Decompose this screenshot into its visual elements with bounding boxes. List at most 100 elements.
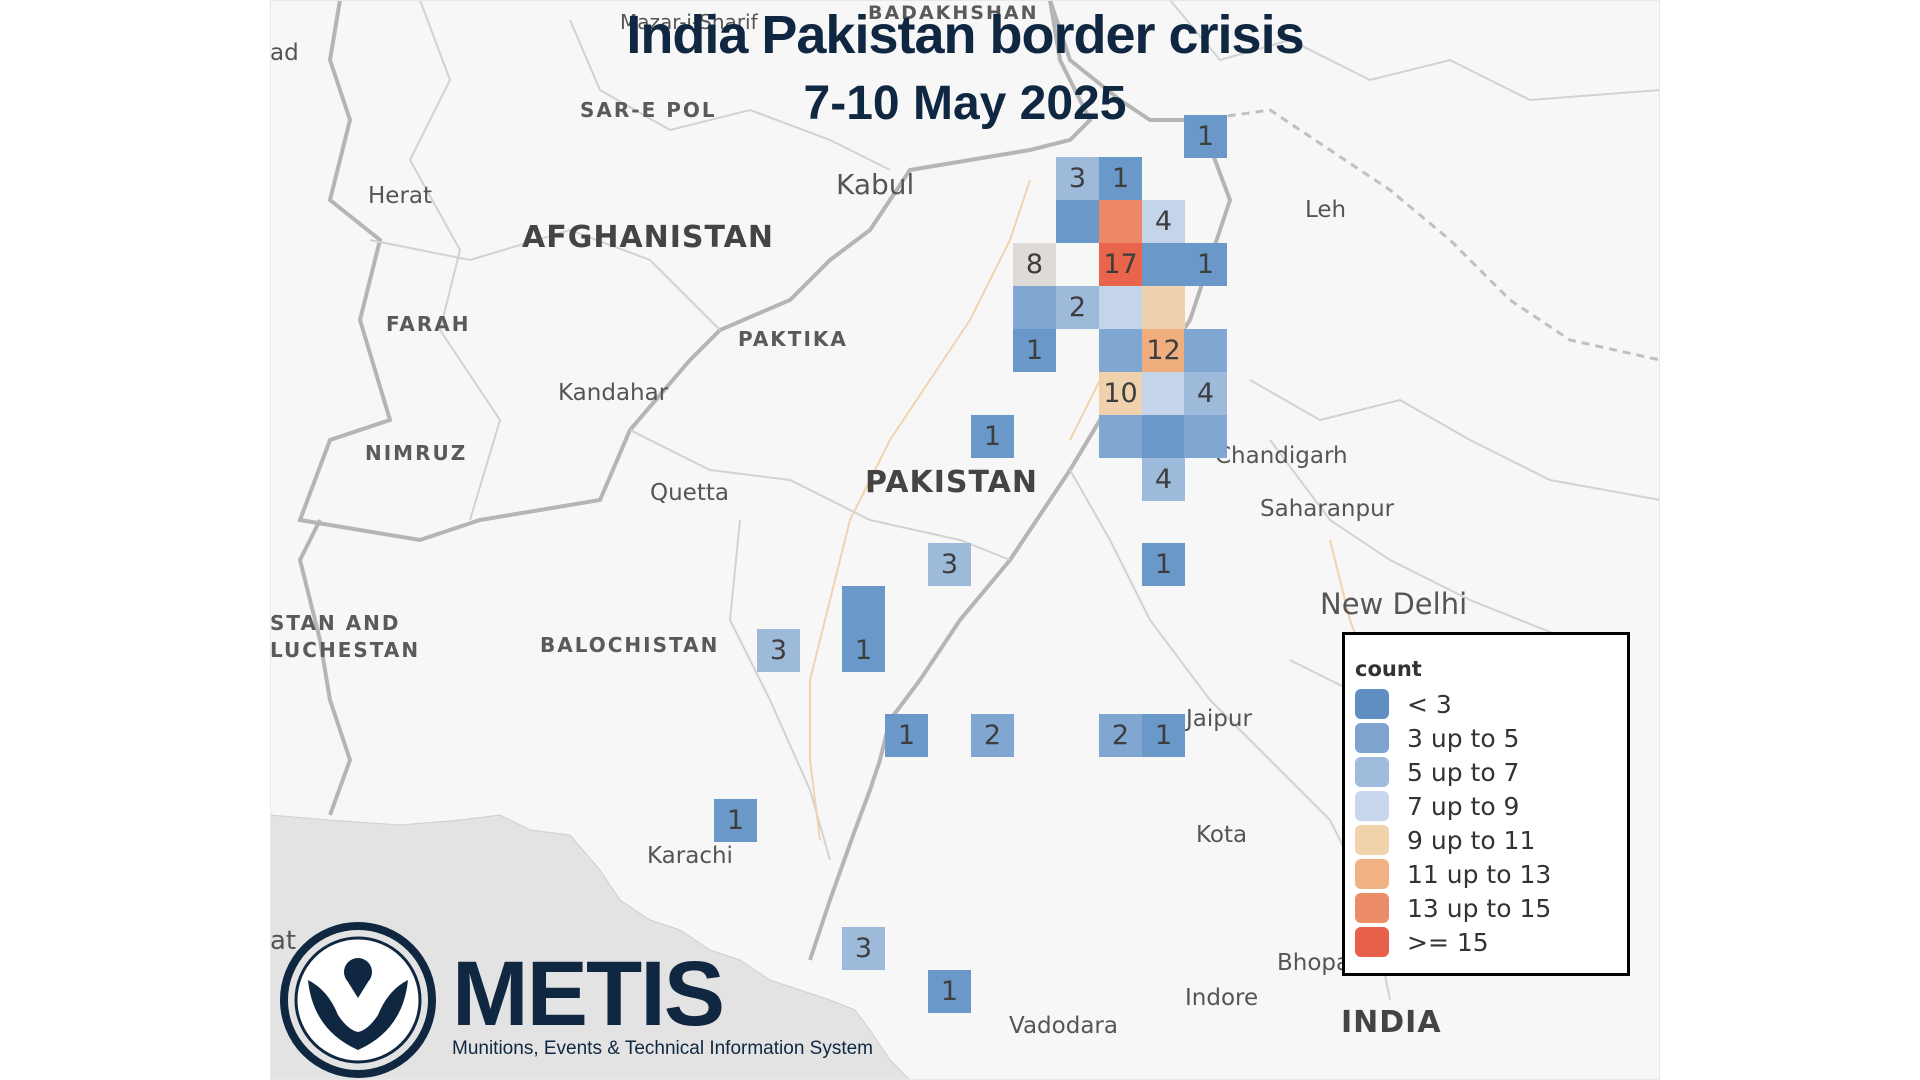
place-herat: Herat <box>368 183 433 209</box>
place-kandahar: Kandahar <box>558 380 669 406</box>
china-border <box>1199 108 1660 362</box>
grid-cell[interactable]: 12 <box>1142 329 1185 372</box>
grid-cell[interactable]: 10 <box>1099 372 1142 415</box>
legend-label: 5 up to 7 <box>1407 757 1520 787</box>
region-badakhshan: BADAKHSHAN <box>868 2 1039 24</box>
place-at: at <box>270 926 297 956</box>
place-vadodara: Vadodara <box>1009 1013 1118 1039</box>
grid-cell[interactable]: 3 <box>1056 157 1099 200</box>
iran-border <box>297 519 353 816</box>
country-pakistan: PAKISTAN <box>865 465 1038 500</box>
grid-cell[interactable]: 1 <box>885 714 928 757</box>
metis-tagline: Munitions, Events & Technical Informatio… <box>452 1038 874 1059</box>
legend-label: >= 15 <box>1407 927 1489 957</box>
region-paktika: PAKTIKA <box>738 327 848 351</box>
grid-cell[interactable]: 1 <box>1184 115 1227 158</box>
place-kota: Kota <box>1196 822 1248 848</box>
legend: count < 3 3 up to 5 5 up to 7 7 up to 9 … <box>1342 632 1630 976</box>
grid-cell[interactable]: 1 <box>928 970 971 1013</box>
legend-swatch <box>1355 791 1389 821</box>
metis-logo-icon <box>280 922 436 1078</box>
grid-cell[interactable]: 17 <box>1099 243 1142 286</box>
grid-cell[interactable]: 1 <box>1013 329 1056 372</box>
legend-item: 13 up to 15 <box>1355 891 1617 925</box>
grid-cell[interactable] <box>1056 200 1099 243</box>
region-sar-e-pol: SAR-E POL <box>580 98 717 122</box>
legend-swatch <box>1355 723 1389 753</box>
grid-cell[interactable]: 3 <box>842 927 885 970</box>
grid-cell[interactable]: 3 <box>928 543 971 586</box>
region-nimruz: NIMRUZ <box>365 441 468 465</box>
grid-cell[interactable] <box>1099 200 1142 243</box>
place-quetta: Quetta <box>650 480 729 506</box>
legend-label: 11 up to 13 <box>1407 859 1552 889</box>
legend-item: 9 up to 11 <box>1355 823 1617 857</box>
legend-swatch <box>1355 859 1389 889</box>
legend-swatch <box>1355 927 1389 957</box>
legend-item: 11 up to 13 <box>1355 857 1617 891</box>
place-leh: Leh <box>1305 197 1347 223</box>
legend-item: 5 up to 7 <box>1355 755 1617 789</box>
legend-swatch <box>1355 689 1389 719</box>
legend-item: < 3 <box>1355 687 1617 721</box>
pakistan-india-border <box>808 0 1233 961</box>
legend-label: 9 up to 11 <box>1407 825 1536 855</box>
metis-wordmark: METIS <box>452 943 725 1045</box>
legend-title: count <box>1355 657 1422 681</box>
grid-cell[interactable]: 4 <box>1184 372 1227 415</box>
map-subtitle: 7-10 May 2025 <box>803 77 1127 130</box>
place-ad: ad <box>270 40 299 66</box>
grid-cell[interactable] <box>1099 286 1142 329</box>
place-bhopa: Bhopa <box>1277 950 1351 976</box>
grid-cell[interactable] <box>1184 329 1227 372</box>
grid-cell[interactable]: 8 <box>1013 243 1056 286</box>
grid-cell[interactable]: 1 <box>1142 543 1185 586</box>
region-sistan-1: STAN AND <box>270 611 401 635</box>
grid-cell[interactable] <box>1142 415 1185 458</box>
legend-label: 3 up to 5 <box>1407 723 1520 753</box>
grid-cell[interactable] <box>1013 286 1056 329</box>
grid-cell[interactable] <box>1099 329 1142 372</box>
grid-cell[interactable]: 4 <box>1142 200 1185 243</box>
region-farah: FARAH <box>386 312 471 336</box>
legend-item: 7 up to 9 <box>1355 789 1617 823</box>
grid-cell[interactable]: 4 <box>1142 458 1185 501</box>
grid-cell[interactable]: 1 <box>1184 243 1227 286</box>
region-sistan-2: LUCHESTAN <box>270 638 421 662</box>
legend-label: 7 up to 9 <box>1407 791 1520 821</box>
grid-cell[interactable]: 1 <box>714 799 757 842</box>
place-karachi: Karachi <box>647 843 733 869</box>
grid-cell[interactable]: 2 <box>1099 714 1142 757</box>
place-indore: Indore <box>1185 985 1259 1011</box>
place-chandigarh: Chandigarh <box>1215 443 1348 469</box>
grid-cell[interactable]: 3 <box>757 629 800 672</box>
place-saharanpur: Saharanpur <box>1260 496 1395 522</box>
place-jaipur: Jaipur <box>1186 706 1252 732</box>
grid-cell[interactable]: 2 <box>971 714 1014 757</box>
country-india: INDIA <box>1341 1005 1442 1040</box>
map[interactable]: Herat Kabul Leh Kandahar Quetta Chandiga… <box>270 0 1660 1080</box>
grid-cell[interactable]: 1 <box>842 629 885 672</box>
legend-label: < 3 <box>1407 689 1452 719</box>
legend-item: >= 15 <box>1355 925 1617 959</box>
place-kabul: Kabul <box>836 168 915 201</box>
afghanistan-border <box>297 0 1093 543</box>
grid-cell[interactable] <box>1099 415 1142 458</box>
legend-swatch <box>1355 757 1389 787</box>
grid-cell[interactable]: 1 <box>1142 714 1185 757</box>
grid-cell[interactable] <box>842 586 885 629</box>
legend-item: 3 up to 5 <box>1355 721 1617 755</box>
grid-cell[interactable] <box>1142 243 1185 286</box>
grid-cell[interactable] <box>1184 415 1227 458</box>
place-new-delhi: New Delhi <box>1320 587 1468 621</box>
country-afghanistan: AFGHANISTAN <box>522 220 774 255</box>
grid-cell[interactable]: 1 <box>1099 157 1142 200</box>
grid-cell[interactable] <box>1142 286 1185 329</box>
region-balochistan: BALOCHISTAN <box>540 633 720 657</box>
grid-cell[interactable] <box>1142 372 1185 415</box>
map-title: India Pakistan border crisis <box>626 5 1304 65</box>
place-mazar: Mazar-i-Sharif <box>620 10 758 34</box>
legend-swatch <box>1355 825 1389 855</box>
grid-cell[interactable]: 1 <box>971 415 1014 458</box>
grid-cell[interactable]: 2 <box>1056 286 1099 329</box>
